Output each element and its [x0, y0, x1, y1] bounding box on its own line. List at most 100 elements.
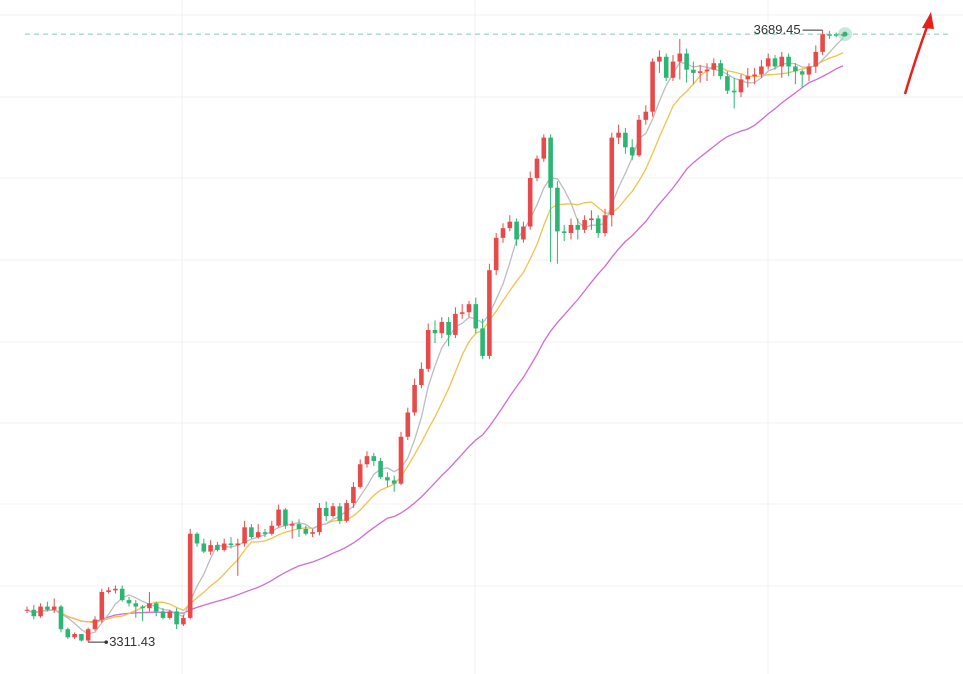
candle — [534, 155, 540, 182]
candle-body — [113, 588, 118, 591]
candle — [119, 585, 125, 602]
candle — [643, 105, 649, 125]
candle — [793, 63, 798, 85]
candle — [527, 171, 533, 230]
candle — [425, 323, 431, 373]
candle-body — [133, 603, 139, 607]
candle-body — [534, 158, 540, 179]
candle — [521, 221, 526, 243]
candle — [602, 208, 608, 237]
candle-body — [85, 629, 91, 641]
candle — [419, 362, 424, 389]
candle-body — [187, 533, 193, 618]
candle — [616, 124, 621, 145]
candle — [289, 520, 295, 539]
candle-body — [276, 509, 281, 526]
candle — [310, 528, 315, 538]
candle-body — [697, 71, 703, 73]
candle — [487, 263, 492, 360]
candle-body — [643, 111, 649, 120]
candle — [147, 591, 152, 612]
candle-body — [466, 304, 472, 313]
price-annotations: 3689.45 3311.43 — [88, 22, 852, 649]
candle — [745, 68, 751, 88]
candle-body — [249, 527, 254, 538]
candle-body — [657, 56, 662, 62]
trend-arrow-shaft — [903, 23, 930, 95]
low-marker-dot — [104, 640, 108, 644]
candle-body — [793, 66, 798, 72]
candle — [194, 532, 200, 547]
trend-arrow — [903, 12, 934, 95]
candle-body — [167, 611, 173, 618]
candle — [650, 58, 655, 117]
candle — [378, 457, 383, 479]
candle — [85, 627, 91, 643]
candle — [670, 55, 676, 82]
candle-body — [779, 56, 785, 67]
candle — [228, 537, 234, 549]
candle — [752, 68, 757, 85]
candle-body — [181, 617, 186, 625]
candle-body — [391, 480, 397, 484]
candle — [738, 74, 744, 98]
candle-body — [283, 509, 288, 526]
candle-body — [514, 221, 519, 240]
candle-body — [623, 132, 628, 148]
candle — [201, 538, 207, 554]
candle — [711, 58, 717, 77]
candle — [24, 606, 30, 614]
candle — [337, 503, 343, 525]
candle — [765, 53, 771, 70]
candle-body — [650, 61, 655, 112]
candle — [45, 601, 50, 612]
candle — [153, 601, 159, 617]
trend-arrow-head — [922, 12, 934, 29]
candle-body — [521, 226, 526, 240]
candle-body — [106, 590, 111, 592]
candle-body — [663, 56, 669, 78]
candle-body — [147, 603, 152, 609]
candle — [221, 538, 227, 552]
candle-body — [589, 218, 594, 221]
candle — [493, 233, 499, 276]
candle-body — [201, 543, 207, 552]
candle-body — [174, 611, 179, 625]
candle-body — [194, 533, 200, 544]
candle-body — [351, 486, 356, 504]
candle — [235, 538, 241, 576]
candle-body — [453, 313, 458, 335]
candle — [636, 114, 642, 158]
candle-body — [616, 132, 621, 138]
candle-body — [425, 330, 431, 369]
candle-body — [364, 456, 370, 465]
candle-body — [711, 63, 717, 70]
candle — [786, 53, 791, 77]
candle — [187, 528, 193, 620]
candle — [725, 71, 730, 94]
candle — [38, 603, 43, 618]
candle — [99, 588, 105, 623]
candle — [684, 48, 689, 83]
ma-slow-line — [26, 65, 844, 623]
candle — [249, 524, 254, 539]
candle — [609, 132, 615, 227]
candle-body — [507, 221, 513, 229]
candle-body — [473, 304, 479, 329]
candle-body — [691, 69, 696, 73]
candle — [568, 218, 574, 240]
candle-body — [446, 321, 451, 335]
candle-body — [432, 330, 438, 334]
candle-body — [827, 34, 832, 36]
candle — [269, 520, 275, 536]
candle-body — [235, 543, 241, 546]
candle-body — [58, 606, 64, 630]
candle-body — [378, 461, 383, 478]
candle — [412, 378, 417, 416]
candle — [255, 524, 261, 539]
candle-body — [45, 606, 50, 610]
candle-body — [555, 187, 560, 232]
candle-body — [344, 503, 349, 521]
candle — [140, 604, 145, 622]
candle-body — [126, 600, 132, 604]
